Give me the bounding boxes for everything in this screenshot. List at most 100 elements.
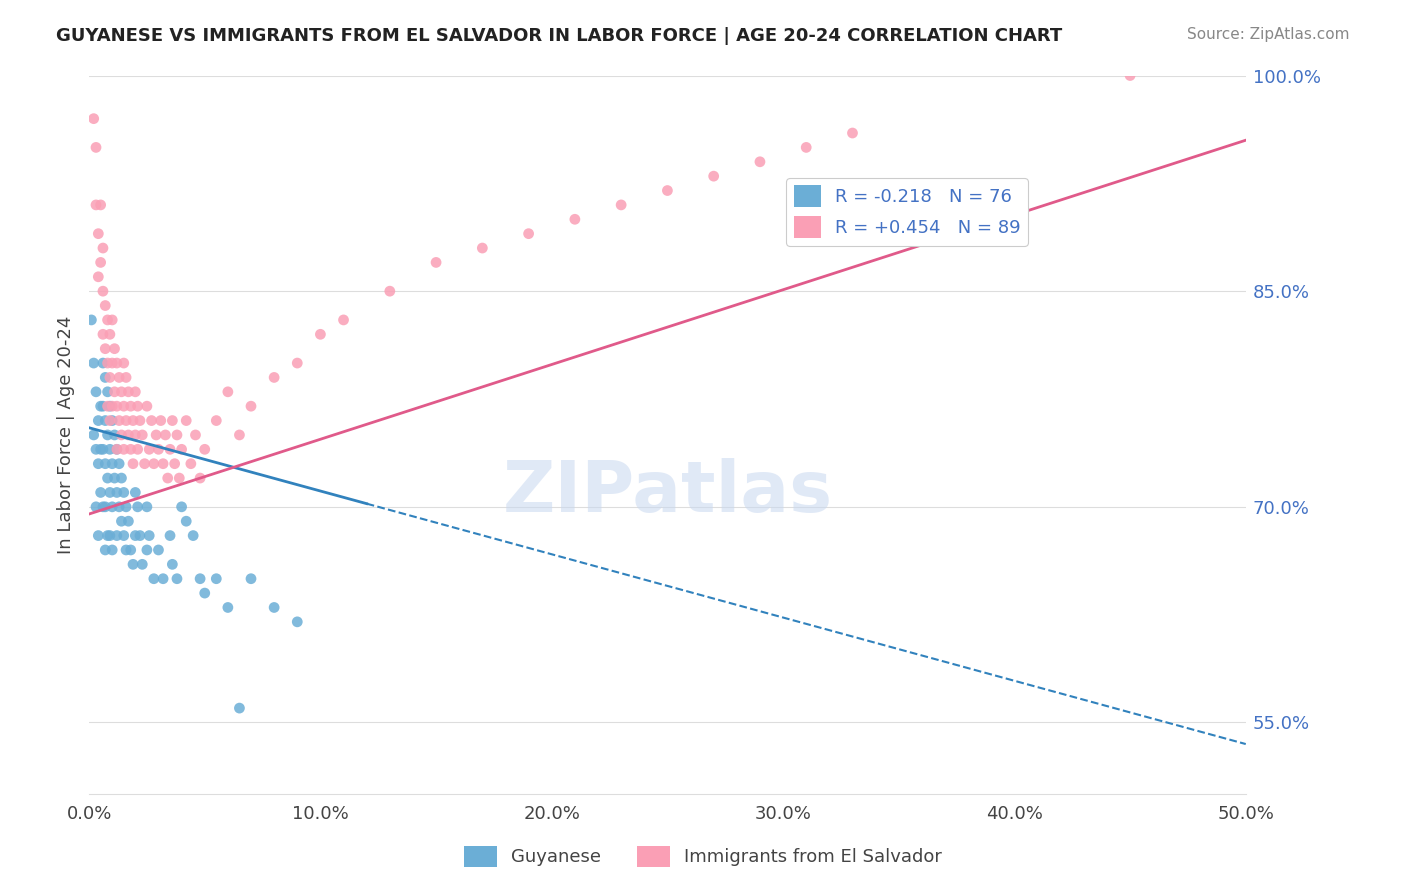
Point xyxy=(378,284,401,298)
Point xyxy=(98,327,121,342)
Point xyxy=(105,442,128,457)
Point xyxy=(103,471,125,485)
Point xyxy=(170,442,193,457)
Point xyxy=(471,241,494,255)
Point xyxy=(94,342,117,356)
Point xyxy=(84,384,107,399)
Point xyxy=(112,356,135,370)
Point xyxy=(162,413,184,427)
Point xyxy=(91,399,114,413)
Point xyxy=(101,543,124,558)
Point xyxy=(217,384,239,399)
Point xyxy=(703,169,725,183)
Point xyxy=(135,500,157,514)
Point xyxy=(148,543,170,558)
Point xyxy=(122,413,145,427)
Point xyxy=(110,471,132,485)
Point xyxy=(105,442,128,457)
Point xyxy=(94,457,117,471)
Point xyxy=(108,413,131,427)
Point xyxy=(90,399,112,413)
Point xyxy=(90,485,112,500)
Point xyxy=(101,399,124,413)
Point xyxy=(117,428,139,442)
Point xyxy=(309,327,332,342)
Point xyxy=(127,399,149,413)
Point xyxy=(98,370,121,384)
Point xyxy=(91,241,114,255)
Point xyxy=(194,586,217,600)
Point xyxy=(94,299,117,313)
Point xyxy=(97,399,120,413)
Point xyxy=(87,528,110,542)
Point xyxy=(134,457,156,471)
Point xyxy=(94,370,117,384)
Point xyxy=(156,471,179,485)
Point xyxy=(103,384,125,399)
Point xyxy=(205,572,228,586)
Point xyxy=(145,428,167,442)
Point xyxy=(97,356,120,370)
Point xyxy=(166,428,188,442)
Point xyxy=(98,399,121,413)
Point xyxy=(124,428,146,442)
Point xyxy=(564,212,586,227)
Text: GUYANESE VS IMMIGRANTS FROM EL SALVADOR IN LABOR FORCE | AGE 20-24 CORRELATION C: GUYANESE VS IMMIGRANTS FROM EL SALVADOR … xyxy=(56,27,1063,45)
Point xyxy=(240,399,263,413)
Point xyxy=(356,888,378,892)
Point xyxy=(205,413,228,427)
Point xyxy=(841,126,863,140)
Point xyxy=(115,370,138,384)
Point xyxy=(152,457,174,471)
Point xyxy=(120,442,142,457)
Point xyxy=(163,457,186,471)
Point xyxy=(184,428,207,442)
Legend: Guyanese, Immigrants from El Salvador: Guyanese, Immigrants from El Salvador xyxy=(457,838,949,874)
Point xyxy=(112,528,135,542)
Legend: R = -0.218   N = 76, R = +0.454   N = 89: R = -0.218 N = 76, R = +0.454 N = 89 xyxy=(786,178,1028,245)
Point xyxy=(97,313,120,327)
Point xyxy=(112,485,135,500)
Point xyxy=(170,500,193,514)
Point xyxy=(1119,69,1142,83)
Point xyxy=(263,370,285,384)
Point xyxy=(124,485,146,500)
Point xyxy=(108,370,131,384)
Point xyxy=(149,413,172,427)
Point xyxy=(87,269,110,284)
Point xyxy=(103,428,125,442)
Point xyxy=(131,558,153,572)
Y-axis label: In Labor Force | Age 20-24: In Labor Force | Age 20-24 xyxy=(58,316,75,554)
Point xyxy=(159,528,181,542)
Point xyxy=(115,500,138,514)
Point xyxy=(91,284,114,298)
Point xyxy=(103,342,125,356)
Point xyxy=(87,457,110,471)
Point xyxy=(240,572,263,586)
Point xyxy=(166,572,188,586)
Point xyxy=(105,485,128,500)
Point xyxy=(115,413,138,427)
Point xyxy=(110,384,132,399)
Point xyxy=(94,413,117,427)
Point xyxy=(98,442,121,457)
Point xyxy=(127,442,149,457)
Point xyxy=(83,428,105,442)
Point xyxy=(101,313,124,327)
Point xyxy=(124,384,146,399)
Point xyxy=(97,384,120,399)
Point xyxy=(749,154,772,169)
Point xyxy=(129,528,152,542)
Point xyxy=(98,413,121,427)
Point xyxy=(188,471,211,485)
Point xyxy=(124,528,146,542)
Point xyxy=(285,356,308,370)
Point xyxy=(122,558,145,572)
Point xyxy=(108,500,131,514)
Point xyxy=(138,528,160,542)
Point xyxy=(108,457,131,471)
Point xyxy=(610,198,633,212)
Point xyxy=(285,615,308,629)
Point xyxy=(112,442,135,457)
Point xyxy=(309,845,332,859)
